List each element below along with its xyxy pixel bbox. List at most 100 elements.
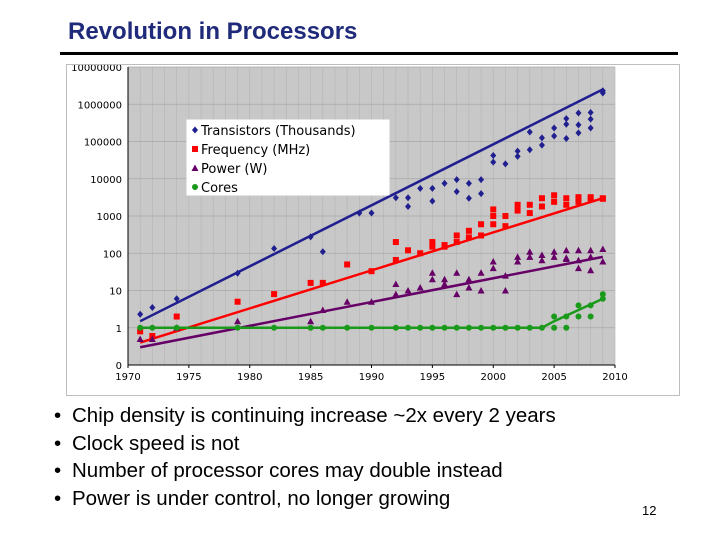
transistors-data-point xyxy=(465,179,472,187)
x-tick-label: 1980 xyxy=(237,372,262,383)
power-data-point xyxy=(489,258,497,265)
power-data-point xyxy=(587,246,595,254)
frequency-data-point xyxy=(526,201,533,208)
transistors-data-point xyxy=(453,176,460,184)
transistors-data-point xyxy=(490,158,497,166)
power-data-point xyxy=(404,287,412,294)
frequency-data-point xyxy=(234,298,241,305)
frequency-data-point xyxy=(441,242,448,249)
bullet-text: Number of processor cores may double ins… xyxy=(72,459,503,482)
bullet-item: • Number of processor cores may double in… xyxy=(52,457,556,485)
cores-data-point xyxy=(599,291,606,298)
x-tick-label: 1990 xyxy=(359,372,384,383)
power-data-point xyxy=(441,280,449,287)
frequency-data-point xyxy=(137,328,144,335)
power-data-point xyxy=(453,269,461,276)
power-data-point xyxy=(599,258,607,265)
processor-trends-chart: 0 1 10 100 1000 10000 100000 1000000 10000000 197… xyxy=(71,65,628,383)
frequency-data-point xyxy=(551,198,558,205)
cores-data-point xyxy=(587,313,594,320)
transistors-data-point xyxy=(319,248,326,256)
power-data-point xyxy=(526,248,534,255)
transistors-data-point xyxy=(587,124,594,132)
legend-transistors-label: Transistors (Thousands) xyxy=(200,124,356,139)
power-data-point xyxy=(465,275,473,283)
power-data-point xyxy=(538,256,546,264)
transistors-data-point xyxy=(271,245,278,253)
power-data-point xyxy=(477,287,485,294)
frequency-data-point xyxy=(563,195,570,202)
power-data-point xyxy=(441,275,449,283)
transistors-trend-line xyxy=(139,88,604,323)
power-data-point xyxy=(562,246,570,254)
slide-title: Revolution in Processors xyxy=(68,18,358,45)
cores-data-point xyxy=(575,302,582,309)
transistors-data-point xyxy=(368,209,375,217)
transistors-data-point xyxy=(465,194,472,202)
legend-cores-marker xyxy=(192,184,198,190)
title-underline xyxy=(60,52,678,55)
bullet-text: Clock speed is not xyxy=(72,431,240,455)
bullet-icon: • xyxy=(54,431,62,455)
frequency-data-point xyxy=(587,196,594,203)
transistors-data-point xyxy=(551,124,558,132)
frequency-data-point xyxy=(465,227,472,234)
power-data-point xyxy=(526,253,534,260)
bullet-icon: • xyxy=(54,459,62,482)
power-data-point xyxy=(453,290,461,298)
y-tick-label: 10000000 xyxy=(71,65,122,74)
frequency-data-point xyxy=(453,239,460,246)
bullet-text: Power is under control, no longer growin… xyxy=(72,486,451,510)
cores-trend-line xyxy=(140,297,604,329)
cores-data-point xyxy=(551,324,558,331)
frequency-data-point xyxy=(490,206,497,213)
power-data-point xyxy=(599,245,607,253)
transistors-data-point xyxy=(587,109,594,117)
bullet-list: • Chip density is continuing increase ~2x… xyxy=(52,402,556,512)
transistors-data-point xyxy=(563,115,570,123)
transistors-data-point xyxy=(538,141,545,149)
y-tick-label: 100000 xyxy=(84,138,122,149)
frequency-data-point xyxy=(502,213,509,219)
transistors-data-point xyxy=(453,188,460,196)
frequency-data-point xyxy=(502,223,509,230)
bullet-item: • Chip density is continuing increase ~2x… xyxy=(52,402,556,430)
frequency-data-point xyxy=(307,279,314,286)
frequency-data-point xyxy=(575,198,582,205)
x-tick-label: 1970 xyxy=(115,372,140,383)
cores-data-point xyxy=(551,313,558,320)
transistors-data-point xyxy=(587,115,594,123)
frequency-data-point xyxy=(514,207,521,214)
transistors-data-point xyxy=(429,184,436,192)
frequency-data-point xyxy=(429,243,436,250)
legend-frequency-label: Frequency (MHz) xyxy=(201,143,310,158)
legend-transistors-marker xyxy=(192,126,198,134)
x-tick-label: 1985 xyxy=(298,372,323,383)
transistors-data-point xyxy=(417,184,424,192)
power-data-point xyxy=(416,284,424,291)
y-tick-label: 10000 xyxy=(90,175,122,186)
y-tick-label: 10 xyxy=(109,287,122,298)
transistors-data-point xyxy=(502,160,509,168)
transistors-data-point xyxy=(575,121,582,129)
transistors-data-point xyxy=(563,120,570,128)
power-data-point xyxy=(343,298,351,305)
frequency-data-point xyxy=(514,201,521,208)
frequency-data-point xyxy=(453,232,460,239)
transistors-data-point xyxy=(526,128,533,136)
bullet-icon: • xyxy=(54,404,62,427)
legend-cores-label: Cores xyxy=(201,181,238,196)
transistors-data-point xyxy=(563,135,570,143)
frequency-data-point xyxy=(526,210,533,217)
power-data-point xyxy=(574,246,582,254)
frequency-data-point xyxy=(575,194,582,201)
power-data-point xyxy=(392,280,400,287)
transistors-data-point xyxy=(514,147,521,155)
transistors-data-point xyxy=(441,179,448,187)
power-data-point xyxy=(428,275,436,283)
bullet-text: Chip density is continuing increase ~2x … xyxy=(72,404,556,427)
power-data-point xyxy=(234,317,242,325)
y-tick-label: 1000 xyxy=(97,212,122,223)
power-data-point xyxy=(148,335,156,342)
transistors-data-point xyxy=(149,303,156,311)
